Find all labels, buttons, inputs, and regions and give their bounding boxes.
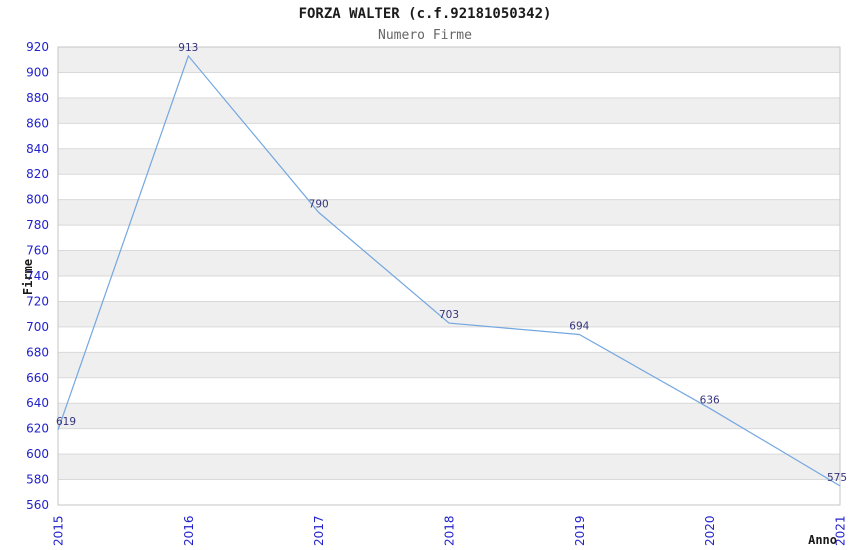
y-tick-label: 820 [26, 167, 49, 181]
y-tick-label: 600 [26, 447, 49, 461]
y-axis-title: Firme [21, 259, 35, 295]
data-point-label: 575 [827, 472, 847, 484]
x-tick-label: 2015 [52, 515, 66, 546]
y-tick-label: 620 [26, 422, 49, 436]
data-point-label: 619 [56, 416, 76, 428]
y-tick-label: 840 [26, 142, 49, 156]
y-tick-label: 740 [26, 269, 49, 283]
y-tick-label: 860 [26, 116, 49, 130]
grid-stripe [58, 454, 840, 480]
data-point-label: 790 [309, 198, 329, 210]
plot-border [57, 46, 841, 506]
y-tick-label: 800 [26, 193, 49, 207]
y-tick-label: 720 [26, 294, 49, 308]
chart-subtitle: Numero Firme [378, 28, 472, 43]
data-point-label: 636 [700, 394, 720, 406]
plot-area: 560 580 600 620 640 660 680 700 720 740 760 780 800 8… [26, 40, 847, 546]
x-tick-label: 2016 [182, 515, 196, 546]
y-tick-label: 760 [26, 244, 49, 258]
y-tick-label: 660 [26, 371, 49, 385]
x-tick-label: 2020 [703, 515, 717, 546]
data-point-label: 913 [178, 42, 198, 54]
grid-stripe [58, 250, 840, 276]
y-tick-label: 780 [26, 218, 49, 232]
y-tick-label: 700 [26, 320, 49, 334]
grid-stripe [58, 47, 840, 73]
grid-stripe [58, 97, 840, 124]
x-axis-title: Anno [808, 533, 837, 547]
y-tick-label: 880 [26, 91, 49, 105]
y-tick-label: 560 [26, 498, 49, 512]
y-tick-label: 580 [26, 473, 49, 487]
grid-stripe [58, 199, 840, 226]
grid-stripe [58, 403, 840, 429]
x-tick-label: 2021 [834, 515, 848, 546]
x-tick-label: 2018 [443, 515, 457, 546]
y-tick-label: 920 [26, 40, 49, 54]
y-tick-label: 900 [26, 65, 49, 79]
data-line [57, 54, 841, 487]
chart-title: FORZA WALTER (c.f.92181050342) [299, 6, 552, 22]
x-tick-label: 2017 [312, 515, 326, 546]
data-point-label: 694 [569, 321, 589, 333]
y-tick-label: 680 [26, 345, 49, 359]
grid-stripe [58, 352, 840, 378]
x-tick-label: 2019 [573, 515, 587, 546]
y-tick-label: 640 [26, 396, 49, 410]
grid-stripe [58, 148, 840, 175]
data-point-label: 703 [439, 309, 459, 321]
